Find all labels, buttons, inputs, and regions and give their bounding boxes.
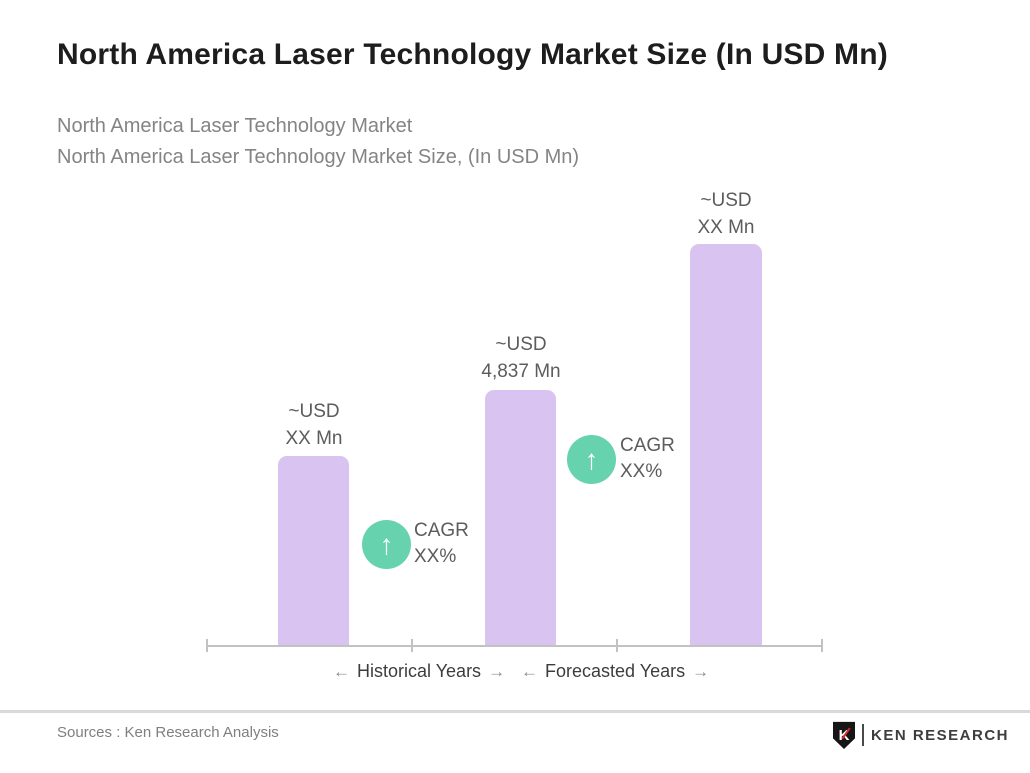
right-arrow-icon: → (692, 662, 710, 681)
left-arrow-icon: ← (521, 662, 538, 681)
axis-tick (821, 639, 823, 652)
logo-text: KEN RESEARCH (871, 726, 1010, 744)
bar-value-label-2: ~USD 4,837 Mn (481, 334, 561, 382)
ken-research-logo: K KEN RESEARCH (833, 721, 1009, 749)
cagr-badge-1: ↑ (362, 520, 411, 569)
footer-divider (0, 710, 1030, 713)
up-arrow-icon: ↑ (379, 528, 394, 560)
subtitle-line-2: North America Laser Technology Market Si… (57, 146, 580, 168)
up-arrow-icon: ↑ (584, 443, 599, 475)
axis-tick (411, 639, 413, 652)
bar-value-label-3: ~USD XX Mn (697, 190, 755, 238)
cagr-badge-2: ↑ (567, 435, 616, 484)
bar-forecast (690, 244, 762, 646)
axis-segment-label-forecasted: ← Forecasted Years → (514, 661, 716, 682)
axis-segment-label-historical: ← Historical Years → (326, 661, 512, 682)
bar-historical-2 (485, 390, 556, 646)
x-axis-line (207, 645, 822, 647)
axis-tick (616, 639, 618, 652)
left-arrow-icon: ← (333, 662, 350, 681)
subtitle-line-1: North America Laser Technology Market (57, 115, 413, 137)
logo-separator (862, 724, 864, 746)
cagr-label-1: CAGR XX% (414, 520, 469, 567)
bar-historical-1 (278, 456, 349, 646)
bar-value-label-1: ~USD XX Mn (285, 401, 343, 449)
chart-subtitle: North America Laser Technology Market No… (57, 111, 579, 173)
right-arrow-icon: → (488, 662, 506, 681)
page-title: North America Laser Technology Market Si… (57, 38, 888, 71)
source-note: Sources : Ken Research Analysis (57, 724, 279, 741)
axis-tick (206, 639, 208, 652)
cagr-label-2: CAGR XX% (620, 435, 675, 482)
shield-icon: K (833, 721, 855, 749)
